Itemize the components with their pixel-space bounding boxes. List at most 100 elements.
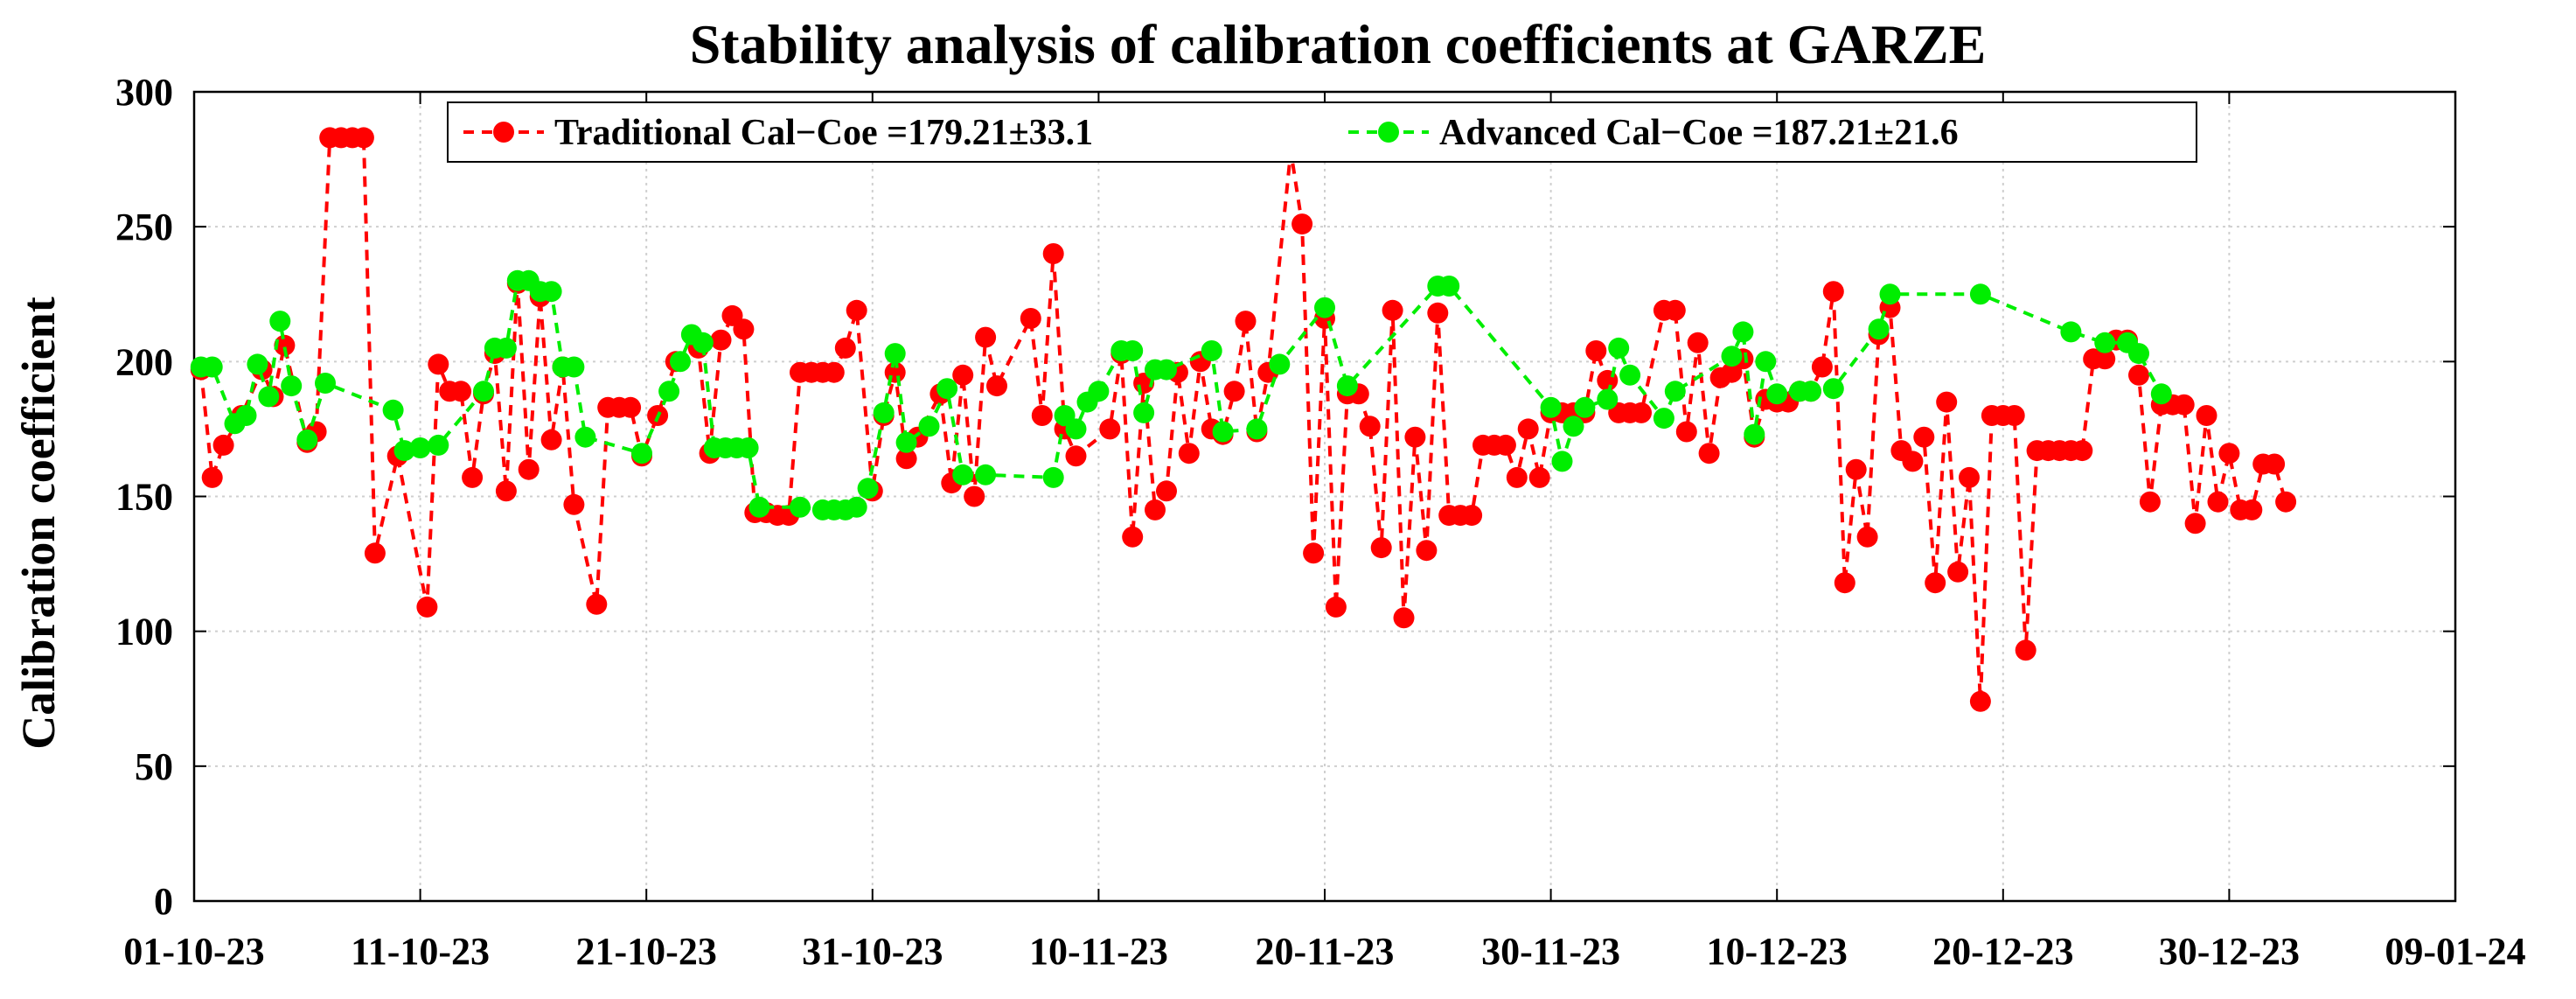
data-point: [540, 281, 562, 303]
legend-swatch-marker-traditional: [493, 122, 514, 143]
data-point: [409, 437, 431, 458]
data-point: [790, 496, 811, 518]
data-point: [1212, 421, 1234, 443]
legend-label-traditional: Traditional Cal−Coe =179.21±33.1: [554, 113, 1093, 153]
data-point: [692, 332, 714, 353]
data-point: [1438, 276, 1460, 297]
data-point: [1936, 391, 1958, 413]
data-point: [1619, 364, 1641, 386]
data-point: [834, 337, 856, 359]
data-point: [1925, 572, 1946, 594]
data-point: [1133, 402, 1155, 423]
y-tick-label: 200: [115, 340, 173, 383]
data-point: [563, 356, 585, 378]
data-point: [620, 396, 642, 418]
data-point: [1145, 499, 1166, 520]
data-point: [1223, 381, 1245, 402]
data-point: [1528, 466, 1550, 488]
x-tick-label: 11-10-23: [351, 930, 490, 973]
y-tick-label: 100: [115, 611, 173, 653]
data-point: [1698, 443, 1720, 465]
data-point: [1370, 537, 1392, 559]
data-point: [563, 493, 585, 515]
data-point: [2128, 343, 2149, 365]
data-point: [1631, 402, 1652, 423]
data-point: [1461, 505, 1483, 527]
data-point: [1065, 445, 1087, 467]
data-point: [895, 431, 917, 453]
data-point: [393, 440, 415, 462]
data-point: [1314, 297, 1335, 318]
x-tick-label: 09-01-24: [2385, 930, 2525, 973]
x-tick-label: 30-11-23: [1481, 930, 1620, 973]
data-point: [201, 466, 223, 488]
data-point: [2218, 443, 2240, 465]
y-tick-label: 50: [135, 745, 173, 788]
data-point: [428, 353, 449, 375]
data-point: [918, 416, 940, 437]
data-point: [518, 458, 540, 480]
data-point: [1563, 416, 1584, 437]
data-point: [857, 478, 879, 500]
data-point: [1122, 526, 1144, 548]
data-point: [1404, 426, 1426, 448]
data-point: [670, 351, 691, 373]
data-point: [2150, 383, 2172, 405]
data-point: [1856, 526, 1878, 548]
chart-title: Stability analysis of calibration coeffi…: [690, 13, 1987, 75]
legend-swatch-marker-advanced: [1378, 122, 1399, 143]
data-point: [748, 496, 770, 518]
data-point: [1721, 346, 1743, 367]
data-point: [737, 437, 759, 458]
data-point: [586, 593, 608, 615]
x-tick-label: 01-10-23: [123, 930, 264, 973]
data-point: [975, 464, 997, 486]
data-point: [1597, 388, 1619, 410]
data-point: [1031, 405, 1053, 426]
data-point: [1822, 378, 1844, 400]
data-point: [1042, 243, 1064, 264]
data-series: [190, 127, 2297, 712]
data-point: [428, 434, 449, 456]
data-point: [1664, 299, 1686, 321]
x-tick-label: 20-11-23: [1256, 930, 1395, 973]
data-point: [1325, 596, 1347, 618]
data-point: [1382, 299, 1403, 321]
data-point: [2139, 491, 2161, 513]
data-point: [1416, 540, 1438, 562]
data-point: [1744, 423, 1765, 445]
data-point: [2207, 491, 2229, 513]
data-point: [2094, 332, 2116, 353]
axis-ticks: 01-10-23 11-10-23 21-10-23 31-10-23 10-11-23…: [115, 71, 2526, 973]
data-point: [1664, 381, 1686, 402]
data-point: [1156, 359, 1177, 381]
data-point: [631, 443, 652, 465]
data-point: [1235, 311, 1257, 332]
data-point: [952, 464, 974, 486]
data-point: [1517, 418, 1539, 440]
data-point: [1868, 318, 1890, 340]
x-tick-label: 10-12-23: [1707, 930, 1848, 973]
data-point: [2060, 321, 2082, 343]
data-point: [212, 434, 234, 456]
data-point: [2173, 394, 2195, 416]
data-point: [201, 356, 223, 378]
data-point: [1879, 283, 1901, 305]
data-point: [1845, 458, 1867, 480]
data-point: [1800, 381, 1821, 402]
data-point: [1732, 321, 1754, 343]
data-point: [269, 311, 291, 332]
data-point: [1099, 418, 1121, 440]
data-point: [352, 127, 374, 149]
data-point: [1336, 375, 1358, 397]
data-point: [450, 381, 472, 402]
data-point: [823, 361, 845, 383]
data-point: [1959, 466, 1980, 488]
data-point: [975, 326, 997, 348]
data-point: [710, 329, 732, 351]
x-tick-label: 20-12-23: [1932, 930, 2073, 973]
data-point: [895, 448, 917, 470]
data-point: [1834, 572, 1855, 594]
legend-label-advanced: Advanced Cal−Coe =187.21±21.6: [1439, 113, 1959, 153]
